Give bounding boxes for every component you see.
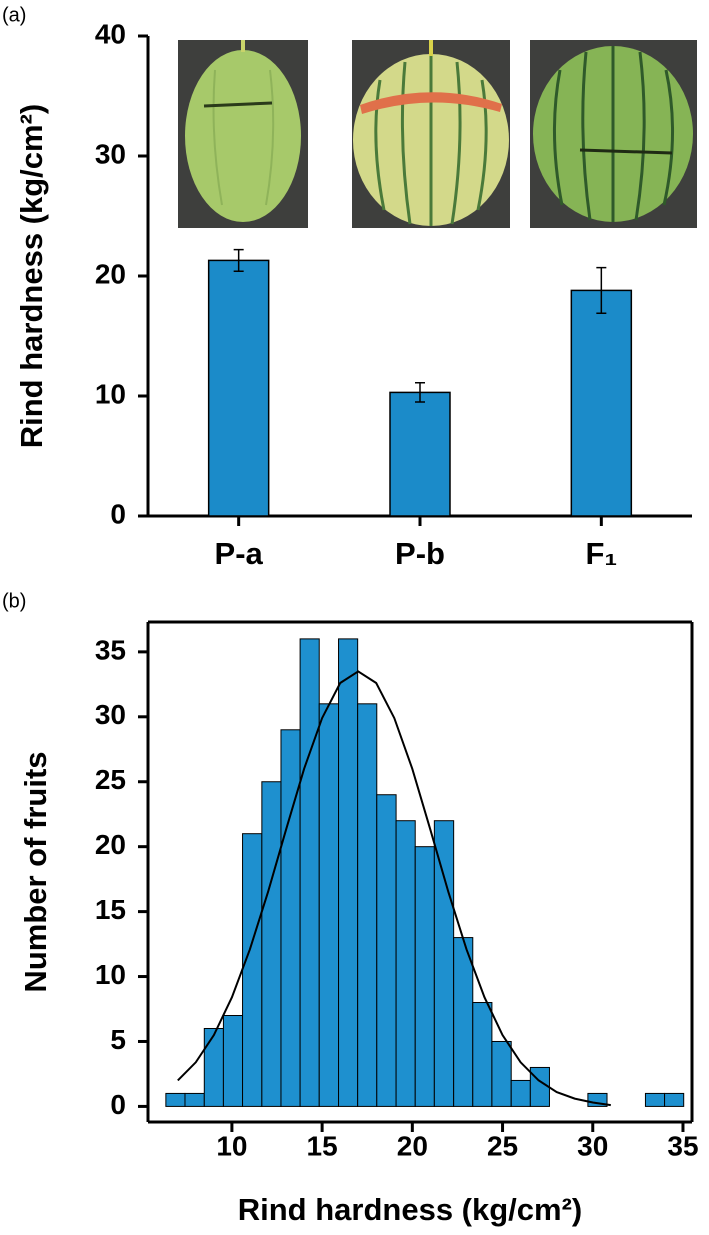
histogram-bar: [510, 1079, 531, 1107]
x-tick-label: 30: [577, 1130, 608, 1161]
histogram-bar: [184, 1092, 205, 1107]
x-tick-label: 10: [216, 1130, 247, 1161]
histogram-bar: [261, 781, 282, 1107]
histogram-bar: [299, 638, 320, 1107]
photo: [352, 40, 510, 228]
panel-label: (a): [2, 4, 26, 26]
x-tick-label: 15: [307, 1130, 338, 1161]
x-tick-label: F₁: [585, 536, 617, 571]
histogram-bar: [376, 794, 397, 1107]
y-tick-label: 0: [110, 1089, 126, 1120]
y-tick-label: 0: [110, 498, 126, 529]
histogram-bar: [529, 1066, 550, 1107]
error-bar: [596, 266, 607, 314]
fruit-photos: [178, 40, 697, 228]
histogram-bar: [453, 937, 474, 1107]
y-tick-label: 25: [95, 764, 126, 795]
histogram-bar: [491, 1040, 512, 1107]
panel-label: (b): [2, 590, 26, 612]
y-tick-label: 30: [95, 699, 126, 730]
y-tick-label: 35: [95, 634, 126, 665]
y-tick-label: 15: [95, 894, 126, 925]
histogram-bar: [644, 1092, 666, 1107]
fitted-curve: [177, 670, 611, 1107]
bar: [570, 289, 633, 517]
x-tick-label: 35: [667, 1130, 698, 1161]
y-tick-label: 40: [95, 18, 126, 49]
y-tick-label: 10: [95, 959, 126, 990]
error-bar: [233, 248, 244, 272]
y-axis-title: Rind hardness (kg/cm²): [14, 104, 49, 449]
error-bar: [415, 382, 425, 403]
histogram-bar: [433, 820, 455, 1107]
histogram-bar: [472, 1002, 493, 1107]
y-axis-title: Number of fruits: [18, 751, 53, 992]
y-tick-label: 30: [95, 138, 126, 169]
histogram-bar: [664, 1092, 685, 1107]
histogram-bar: [280, 729, 301, 1107]
y-tick-label: 20: [95, 258, 126, 289]
histogram-bar: [222, 1015, 244, 1107]
histogram-bar: [242, 833, 263, 1107]
histogram-bar: [357, 703, 378, 1107]
x-tick-label: 20: [397, 1130, 428, 1161]
histogram-bar: [165, 1092, 186, 1107]
histogram-bar: [318, 703, 340, 1107]
photo: [178, 40, 308, 228]
bar: [207, 259, 270, 517]
photo: [530, 40, 697, 228]
x-tick-label: P-b: [395, 536, 445, 571]
histogram-bar: [338, 638, 359, 1107]
histogram-bar: [414, 846, 435, 1107]
histogram-bar: [395, 820, 416, 1107]
y-tick-label: 10: [95, 378, 126, 409]
x-axis-title: Rind hardness (kg/cm²): [238, 1192, 583, 1227]
x-tick-label: 25: [487, 1130, 518, 1161]
y-tick-label: 5: [110, 1024, 126, 1055]
histogram-bar: [203, 1027, 224, 1107]
x-tick-label: P-a: [215, 536, 264, 571]
bar: [389, 391, 451, 517]
y-tick-label: 20: [95, 829, 126, 860]
